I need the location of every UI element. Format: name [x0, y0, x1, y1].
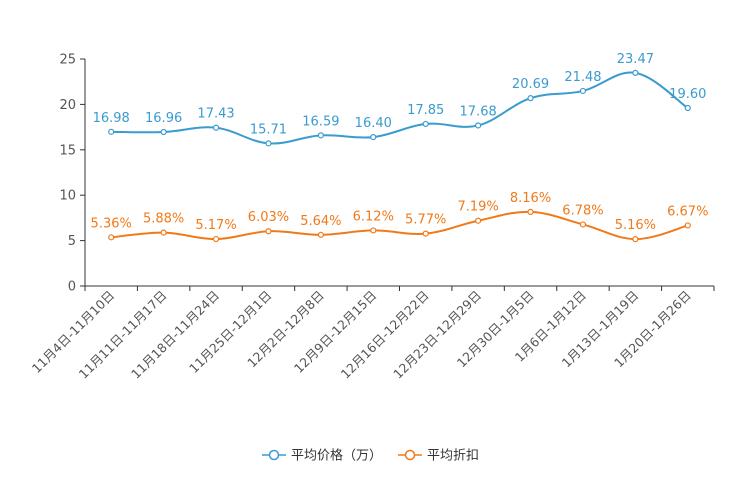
data-label: 16.98: [93, 111, 130, 126]
x-tick-label: 11月18日-11月24日: [128, 288, 222, 382]
data-label: 6.12%: [353, 209, 394, 224]
data-point: [212, 124, 220, 131]
data-label: 5.16%: [615, 218, 656, 233]
x-tick-label: 11月11日-11月17日: [76, 288, 170, 382]
data-label: 16.96: [145, 111, 182, 126]
x-axis: 11月4日-11月10日11月11日-11月17日11月18日-11月24日11…: [29, 285, 715, 382]
data-label: 5.64%: [300, 214, 341, 229]
data-point: [422, 120, 429, 128]
data-point: [108, 234, 115, 241]
data-label: 21.48: [564, 70, 601, 85]
data-point: [265, 228, 272, 235]
y-tick-label: 25: [59, 53, 76, 68]
data-label: 23.47: [617, 52, 654, 67]
data-label: 6.67%: [667, 204, 708, 219]
data-label: 8.16%: [510, 191, 551, 206]
data-point: [579, 221, 587, 228]
series-lines: [108, 69, 691, 243]
data-point: [684, 104, 691, 112]
data-label: 7.19%: [457, 200, 498, 215]
data-label: 6.78%: [562, 203, 603, 218]
data-point: [684, 222, 691, 229]
y-tick-label: 5: [68, 234, 76, 249]
legend-label: 平均折扣: [427, 449, 479, 464]
legend[interactable]: 平均价格（万） 平均折扣: [262, 448, 479, 464]
legend-marker-icon: [404, 449, 416, 461]
data-point: [527, 95, 534, 102]
data-label: 16.59: [302, 114, 339, 129]
data-label: 16.40: [355, 116, 392, 131]
data-label: 5.17%: [195, 218, 236, 233]
data-point: [475, 122, 482, 129]
data-point: [317, 132, 324, 139]
x-tick-label: 12月16日-12月22日: [338, 288, 432, 382]
data-point: [317, 231, 324, 238]
data-point: [422, 230, 429, 237]
data-point: [475, 217, 482, 224]
data-label: 15.71: [250, 122, 287, 137]
data-point: [108, 128, 115, 135]
data-point: [632, 236, 639, 243]
data-point: [160, 128, 167, 136]
data-label: 17.68: [460, 104, 497, 119]
series-line-price: [111, 71, 689, 145]
data-label: 5.88%: [143, 212, 184, 227]
data-label: 6.03%: [248, 210, 289, 225]
legend-item-discount[interactable]: 平均折扣: [398, 449, 479, 464]
x-tick-label: 12月23日-12月29日: [390, 288, 484, 382]
data-point: [370, 227, 377, 234]
y-tick-label: 10: [59, 189, 76, 204]
data-label: 20.69: [512, 77, 549, 92]
data-point: [632, 69, 639, 76]
data-label: 17.43: [197, 107, 234, 122]
data-point: [370, 133, 377, 141]
series-line-discount: [111, 210, 689, 241]
data-point: [212, 235, 220, 243]
data-label: 5.36%: [91, 216, 132, 231]
y-tick-label: 15: [59, 143, 76, 158]
data-point: [527, 208, 534, 216]
y-tick-label: 20: [59, 98, 76, 113]
data-label: 19.60: [669, 87, 706, 102]
data-labels: 16.98 16.96 17.43 15.71 16.59 16.40 17.85 17.68…: [91, 52, 709, 233]
data-point: [265, 140, 272, 147]
data-point: [579, 87, 587, 95]
legend-marker-icon: [268, 449, 280, 461]
data-label: 17.85: [407, 103, 444, 118]
y-axis: 0 5 10 15 20 25: [59, 53, 86, 295]
legend-label: 平均价格（万）: [291, 448, 382, 464]
y-tick-label: 0: [68, 280, 76, 295]
legend-item-price[interactable]: 平均价格（万）: [262, 448, 382, 464]
data-label: 5.77%: [405, 213, 446, 228]
data-point: [160, 229, 167, 236]
